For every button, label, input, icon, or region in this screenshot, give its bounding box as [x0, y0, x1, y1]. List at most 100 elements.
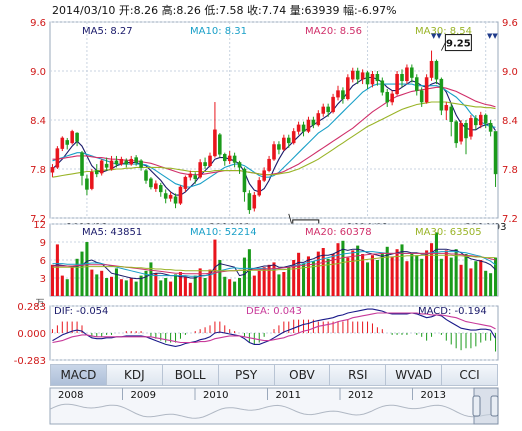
candle-body: [434, 60, 439, 80]
macd-panel: 0.283 0.000 -0.283 DIF: -0.054 DEA: 0.043 MAC…: [14, 302, 499, 367]
volume-bar: [311, 261, 315, 296]
volume-bar: [434, 232, 438, 296]
quote-close: 7.74: [262, 4, 287, 17]
price-tick-label-left: 7.2: [30, 214, 46, 225]
volume-bar: [129, 278, 133, 296]
volume-bar: [105, 278, 109, 296]
volume-bar: [316, 251, 320, 296]
candle-body: [424, 77, 429, 103]
volume-bar: [144, 270, 148, 296]
candle-body: [163, 193, 168, 199]
volume-bar: [262, 267, 266, 296]
volume-bar: [474, 261, 478, 296]
candle-body: [336, 90, 340, 98]
macd-tick-label: 0.000: [17, 329, 46, 340]
macd-tick-label: 0.283: [17, 302, 46, 313]
tab-boll[interactable]: BOLL: [163, 365, 219, 385]
candle-body: [85, 178, 89, 190]
volume-bar: [459, 264, 463, 296]
volume-bar: [188, 282, 192, 296]
candle-body: [50, 167, 55, 173]
volume-legend-ma5: MA5: 43851: [82, 227, 142, 238]
tab-kdj[interactable]: KDJ: [107, 365, 163, 385]
volume-bar: [336, 243, 340, 296]
candle-body: [321, 106, 326, 114]
quote-change-label: 幅:: [343, 4, 358, 17]
candle-body: [65, 140, 70, 145]
tab-cci[interactable]: CCI: [459, 368, 480, 382]
candle-body: [183, 176, 188, 189]
timeline-drag-handle[interactable]: [490, 395, 499, 417]
candle-body: [429, 60, 434, 78]
candle-body: [213, 129, 217, 157]
timeline-navigator[interactable]: 2008 2009 2010 2011 2012 2013: [49, 387, 499, 425]
candle-body: [350, 70, 355, 80]
volume-bar: [346, 257, 350, 296]
volume-bar: [292, 260, 296, 296]
candle-body: [291, 131, 296, 144]
volume-bar: [449, 257, 453, 296]
price-tick-label-right: 8.4: [502, 116, 518, 127]
scroll-marker-icon: ▼▼: [487, 32, 498, 40]
candle-body: [99, 160, 104, 174]
candle-body: [60, 137, 65, 149]
candle-body: [134, 157, 138, 163]
volume-bar: [218, 260, 222, 296]
timeline-drag-handle[interactable]: [472, 395, 481, 417]
volume-tick-label: 9: [40, 238, 46, 249]
candle-body: [242, 168, 247, 193]
candle-body: [454, 121, 458, 144]
tab-psy[interactable]: PSY: [219, 365, 275, 385]
price-tick-label-right: 9.0: [502, 67, 518, 78]
volume-bar: [297, 252, 301, 296]
volume-bar: [55, 244, 59, 296]
volume-bar: [193, 275, 197, 296]
price-legend-ma5: MA5: 8.27: [82, 26, 133, 37]
volume-tick-label: 3: [40, 274, 46, 285]
volume-bar: [356, 245, 360, 296]
volume-tick-label: 6: [40, 256, 46, 267]
volume-bar: [341, 240, 345, 296]
quote-header: 2014/03/10 开:8.26 高:8.26 低:7.58 收:7.74 量…: [52, 3, 397, 17]
volume-bar: [154, 273, 158, 296]
macd-legend-dea: DEA: 0.043: [246, 306, 302, 317]
indicator-tabs: MACD KDJ BOLL PSY OBV RSI WVAD CCI: [50, 364, 498, 386]
volume-bar: [380, 252, 384, 296]
volume-bar: [425, 250, 429, 296]
candle-body: [203, 162, 207, 166]
volume-ma5-line: [52, 248, 496, 280]
candle-body: [355, 70, 360, 80]
macd-legend-macd: MACD: -0.194: [418, 306, 487, 317]
candle-body: [474, 118, 478, 126]
candle-body: [188, 173, 193, 178]
candle-body: [414, 77, 419, 91]
candle-body: [129, 158, 134, 165]
volume-bar: [139, 275, 143, 296]
quote-change: -6.97%: [358, 4, 397, 17]
price-panel: 9.69.69.09.08.48.47.87.87.27.22013/12201…: [30, 18, 518, 237]
candle-body: [277, 144, 281, 150]
price-legend-ma30: MA30: 8.54: [415, 26, 472, 37]
volume-bar: [134, 281, 138, 296]
candle-body: [124, 160, 129, 165]
tab-obv[interactable]: OBV: [275, 365, 331, 385]
tab-wvad[interactable]: WVAD: [386, 365, 443, 385]
volume-bar: [282, 272, 286, 296]
volume-bar: [287, 267, 291, 296]
candle-body: [375, 74, 380, 82]
candle-body: [286, 137, 291, 144]
candle-body: [168, 194, 173, 199]
candle-body: [178, 186, 183, 204]
timeline-year-label: 2013: [421, 390, 446, 401]
volume-bar: [252, 275, 256, 296]
candle-body: [80, 152, 84, 176]
candle-body: [198, 162, 202, 178]
candle-body: [390, 93, 394, 103]
candle-body: [104, 163, 109, 168]
candle-body: [119, 158, 124, 165]
tab-macd[interactable]: MACD: [51, 365, 107, 385]
volume-bar: [321, 248, 325, 296]
tab-rsi[interactable]: RSI: [330, 365, 387, 385]
volume-bar: [208, 269, 212, 296]
